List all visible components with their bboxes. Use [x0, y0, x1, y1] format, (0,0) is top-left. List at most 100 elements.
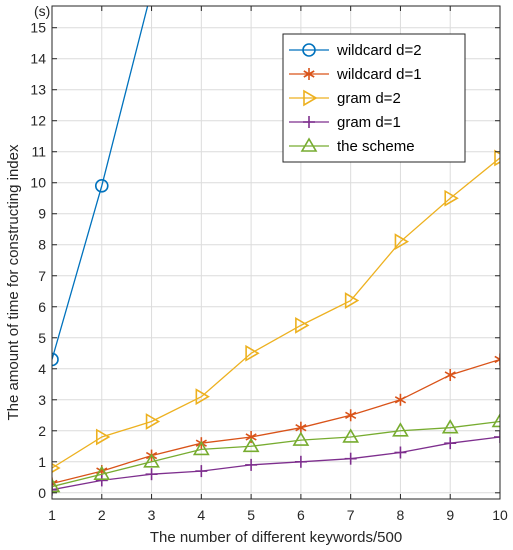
legend-label: gram d=2 [337, 90, 401, 107]
x-axis-label: The number of different keywords/500 [150, 529, 402, 546]
plus-marker [245, 458, 258, 471]
plot-frame [51, 5, 501, 500]
series-3 [52, 149, 500, 474]
triangle-right-marker [95, 428, 111, 446]
triangle-up-marker [192, 440, 210, 456]
asterisk-stroke [345, 411, 357, 419]
triangle-right-marker [145, 413, 161, 430]
x-tick-label: 6 [297, 507, 305, 523]
triangle-right-marker [195, 388, 210, 406]
plus-marker [494, 430, 500, 443]
series-5 [52, 412, 500, 493]
circle-marker [302, 43, 316, 57]
asterisk-stroke [444, 371, 456, 379]
x-tick-label: 2 [98, 507, 106, 523]
series-layer [52, 6, 500, 496]
series-line [52, 420, 500, 488]
y-tick-label: 1 [38, 454, 46, 470]
plus-marker [394, 446, 407, 459]
x-tick-label: 4 [197, 507, 205, 523]
legend-label: wildcard d=1 [336, 66, 422, 83]
asterisk-marker [444, 368, 456, 381]
y-tick-label: 5 [38, 330, 46, 346]
legend-item: wildcard d=2 [289, 42, 422, 59]
plus-marker [95, 474, 108, 487]
x-tick-label: 3 [148, 507, 156, 523]
triangle-right-marker [245, 344, 260, 362]
y-tick-label: 14 [30, 51, 46, 67]
y-tick-label: 13 [30, 82, 46, 98]
circle-marker [94, 179, 109, 193]
circle-marker [52, 352, 59, 367]
triangle-up-marker [392, 422, 409, 437]
series-line [52, 157, 500, 469]
asterisk-marker [394, 393, 407, 406]
y-tick-label: 0 [38, 485, 46, 501]
series-2 [52, 353, 500, 490]
y-tick-label: 10 [30, 175, 46, 191]
plus-marker [303, 116, 315, 128]
x-tick-label: 5 [247, 507, 255, 523]
triangle-right-marker [344, 292, 360, 309]
triangle-up-marker [300, 137, 318, 152]
asterisk-marker [245, 430, 257, 443]
triangle-up-marker [292, 431, 310, 446]
asterisk-stroke [494, 355, 500, 361]
legend-label: gram d=1 [337, 114, 401, 131]
x-tick-label: 10 [492, 507, 508, 523]
triangle-right-marker [444, 189, 459, 207]
triangle-right-marker [52, 462, 61, 474]
asterisk-marker [494, 353, 500, 366]
triangle-up-marker [242, 437, 260, 453]
series-line [52, 6, 149, 360]
asterisk-stroke [394, 396, 407, 404]
x-tick-label: 7 [347, 507, 355, 523]
triangle-up-marker [143, 453, 160, 468]
plus-marker [294, 455, 307, 468]
plus-marker [145, 468, 158, 481]
legend-item: gram d=2 [289, 89, 401, 107]
legend-item: gram d=1 [289, 114, 401, 131]
y-tick-label: 12 [30, 113, 46, 129]
legend-label: the scheme [337, 138, 415, 155]
asterisk-stroke [52, 479, 58, 485]
y-tick-label: 11 [31, 144, 46, 160]
asterisk-marker [303, 68, 315, 80]
legend-item: wildcard d=1 [289, 66, 422, 83]
asterisk-marker [345, 409, 357, 422]
asterisk-stroke [303, 70, 315, 78]
y-tick-label: 8 [38, 237, 46, 253]
plus-marker [195, 465, 208, 478]
triangle-right-marker [394, 233, 410, 251]
y-tick-label: 4 [38, 361, 46, 377]
triangle-right-marker [494, 149, 500, 167]
asterisk-stroke [245, 433, 257, 441]
y-tick-label: 15 [30, 20, 46, 36]
triangle-up-marker [93, 465, 111, 480]
legend-item: the scheme [289, 137, 415, 155]
series-line [52, 358, 500, 485]
y-tick-label: 7 [38, 268, 46, 284]
y-axis-label: The amount of time for constructing inde… [5, 144, 22, 420]
legend-label: wildcard d=2 [336, 42, 422, 59]
y-tick-label: 9 [38, 206, 46, 222]
triangle-up-marker [441, 419, 459, 434]
x-tick-label: 8 [397, 507, 405, 523]
plus-marker [444, 437, 457, 450]
x-tick-label: 9 [446, 507, 454, 523]
series-1 [52, 6, 149, 367]
plus-marker [344, 452, 357, 465]
plus-marker [52, 483, 58, 496]
series-4 [52, 430, 500, 496]
y-tick-label: 6 [38, 299, 46, 315]
triangle-up-marker [491, 412, 500, 428]
y-axis-unit: (s) [34, 3, 50, 19]
triangle-right-marker [295, 316, 310, 334]
asterisk-stroke [295, 423, 307, 432]
y-tick-label: 3 [38, 392, 46, 408]
x-tick-label: 1 [48, 507, 56, 523]
asterisk-stroke [494, 358, 500, 364]
triangle-up-marker [342, 428, 360, 443]
